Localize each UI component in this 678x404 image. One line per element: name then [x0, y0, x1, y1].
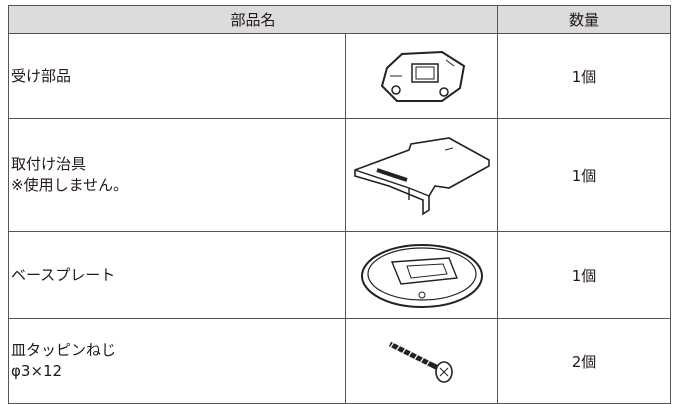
qty-cell: 2個 — [497, 318, 672, 404]
name-cell: 取付け治具 ※使用しません。 — [8, 118, 346, 232]
row: 皿タッピンねじ φ3×12 2個 — [8, 318, 672, 404]
parts-table: 部品名 数量 受け部品 1個 取付け治具 ※使用しません。 — [7, 5, 672, 404]
name-line: 皿タッピンねじ — [11, 341, 117, 359]
part-image — [353, 137, 490, 216]
qty-cell: 1個 — [497, 33, 672, 119]
qty-cell: 1個 — [497, 118, 672, 232]
row: 受け部品 1個 — [8, 33, 672, 119]
image-cell — [344, 231, 499, 319]
header-cell: 数量 — [497, 5, 672, 34]
part-image — [360, 244, 483, 308]
name-line: φ3×12 — [11, 362, 63, 380]
header-row: 部品名 数量 — [7, 5, 672, 34]
image-cell — [344, 318, 499, 404]
qty-cell: 1個 — [497, 231, 672, 319]
image-cell — [344, 33, 499, 119]
image-cell — [344, 118, 499, 232]
row: ベースプレート 1個 — [8, 231, 672, 319]
part-image — [380, 50, 465, 102]
name-line: 受け部品 — [11, 66, 72, 85]
row: 取付け治具 ※使用しません。 1個 — [8, 118, 672, 232]
part-image — [388, 341, 453, 383]
name-cell: 皿タッピンねじ φ3×12 — [8, 318, 346, 404]
header-cell: 部品名 — [7, 5, 499, 34]
name-line: ベースプレート — [11, 265, 116, 284]
name-cell: 受け部品 — [8, 33, 346, 119]
name-line: ※使用しません。 — [11, 176, 129, 194]
name-cell: ベースプレート — [8, 231, 346, 319]
name-line: 取付け治具 — [11, 155, 87, 173]
